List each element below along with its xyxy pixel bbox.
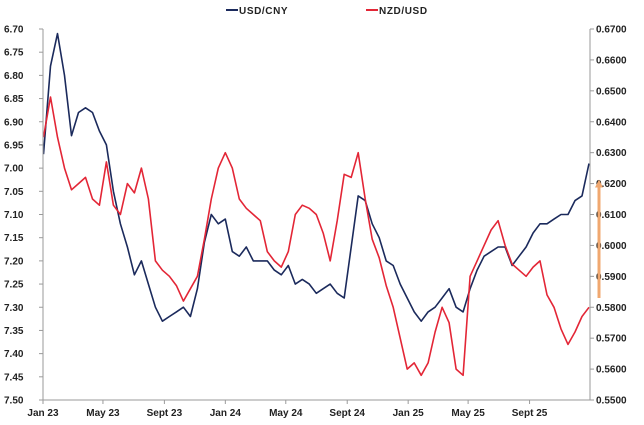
left-tick-label: 6.95 bbox=[4, 140, 24, 151]
left-tick-label: 7.35 bbox=[4, 326, 24, 337]
legend-label: NZD/USD bbox=[379, 6, 428, 17]
right-tick-label: 0.6100 bbox=[596, 210, 627, 221]
right-tick-label: 0.5700 bbox=[596, 334, 627, 345]
series-layer bbox=[42, 32, 590, 377]
right-tick-label: 0.6600 bbox=[596, 55, 627, 66]
left-tick-label: 7.05 bbox=[4, 187, 24, 198]
right-tick-label: 0.5800 bbox=[596, 303, 627, 314]
left-tick-label: 6.80 bbox=[4, 71, 24, 82]
x-tick-label: Jan 25 bbox=[393, 408, 425, 419]
legend: USD/CNY NZD/USD bbox=[226, 6, 428, 17]
series-line-usd-cny bbox=[42, 32, 590, 323]
right-axis-ticks: 0.6700 0.6600 0.6500 0.6400 0.6300 0.6200 0.61… bbox=[590, 25, 627, 407]
left-tick-label: 7.20 bbox=[4, 256, 24, 267]
left-tick-label: 7.25 bbox=[4, 280, 24, 291]
left-tick-label: 6.85 bbox=[4, 94, 24, 105]
right-tick-label: 0.5900 bbox=[596, 272, 627, 283]
x-tick-label: Sept 23 bbox=[147, 408, 183, 419]
right-tick-label: 0.6300 bbox=[596, 148, 627, 159]
left-tick-label: 7.40 bbox=[4, 349, 24, 360]
left-tick-label: 6.70 bbox=[4, 25, 24, 36]
annotation-arrow-head bbox=[595, 179, 603, 188]
right-tick-label: 0.6700 bbox=[596, 25, 627, 36]
series-line-nzd-usd bbox=[42, 96, 590, 377]
left-tick-label: 7.10 bbox=[4, 210, 24, 221]
legend-label: USD/CNY bbox=[239, 6, 288, 17]
x-tick-label: Sept 25 bbox=[512, 408, 548, 419]
right-tick-label: 0.5600 bbox=[596, 365, 627, 376]
right-tick-label: 0.5500 bbox=[596, 396, 627, 407]
x-axis-ticks: Jan 23 May 23 Sept 23 Jan 24 May 24 Sept 24 Ja… bbox=[27, 400, 548, 419]
left-tick-label: 7.00 bbox=[4, 164, 24, 175]
left-tick-label: 6.75 bbox=[4, 48, 24, 59]
x-tick-label: Jan 23 bbox=[27, 408, 59, 419]
right-tick-label: 0.6400 bbox=[596, 117, 627, 128]
left-tick-label: 6.90 bbox=[4, 117, 24, 128]
x-tick-label: Jan 24 bbox=[210, 408, 242, 419]
left-tick-label: 7.15 bbox=[4, 233, 24, 244]
right-tick-label: 0.6000 bbox=[596, 241, 627, 252]
left-tick-label: 7.45 bbox=[4, 372, 24, 383]
left-axis-ticks: 6.70 6.75 6.80 6.85 6.90 6.95 7.00 7.05 7.10 7.15… bbox=[4, 25, 43, 407]
x-tick-label: May 25 bbox=[451, 408, 485, 419]
x-tick-label: May 24 bbox=[269, 408, 303, 419]
x-tick-label: Sept 24 bbox=[329, 408, 365, 419]
right-tick-label: 0.6200 bbox=[596, 179, 627, 190]
annotation-layer bbox=[595, 179, 603, 298]
x-tick-label: May 23 bbox=[86, 408, 120, 419]
right-tick-label: 0.6500 bbox=[596, 86, 627, 97]
left-tick-label: 7.50 bbox=[4, 396, 24, 407]
left-tick-label: 7.30 bbox=[4, 303, 24, 314]
